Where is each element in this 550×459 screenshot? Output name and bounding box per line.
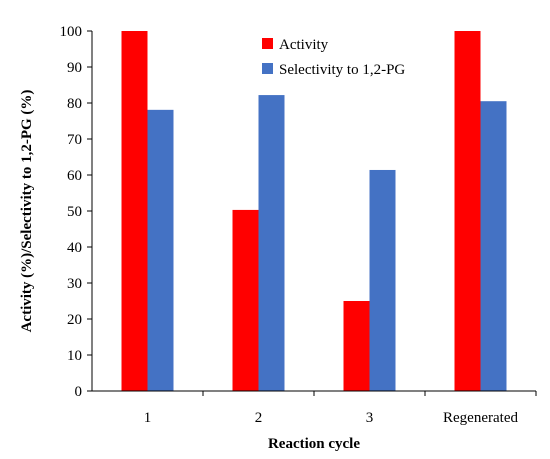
legend-swatch-1 bbox=[262, 38, 273, 49]
bar-activity-2 bbox=[232, 209, 259, 391]
bar-activity-4 bbox=[454, 31, 481, 391]
y-tick-label: 40 bbox=[67, 240, 82, 256]
y-tick-label: 100 bbox=[60, 24, 83, 40]
bar-activity-3 bbox=[343, 301, 370, 391]
bar-activity-1 bbox=[121, 31, 148, 391]
x-ticks: 1 2 3 Regenerated bbox=[144, 391, 537, 426]
legend-label-2: Selectivity to 1,2-PG bbox=[279, 62, 405, 78]
y-ticks: 0 10 20 30 40 50 60 70 80 90 100 bbox=[60, 24, 92, 400]
y-tick-label: 70 bbox=[67, 132, 82, 148]
y-tick-label: 50 bbox=[67, 204, 82, 220]
x-tick-label: 3 bbox=[366, 410, 374, 426]
bars-group bbox=[121, 31, 507, 391]
legend: Activity Selectivity to 1,2-PG bbox=[262, 37, 405, 78]
legend-label-1: Activity bbox=[279, 37, 329, 53]
bar-selectivity-to-1-2-pg-1 bbox=[147, 109, 174, 391]
y-tick-label: 0 bbox=[75, 384, 83, 400]
bar-selectivity-to-1-2-pg-2 bbox=[258, 95, 285, 391]
x-tick-label: 1 bbox=[144, 410, 152, 426]
y-axis-title: Activity (%)/Selectivity to 1,2-PG (%) bbox=[19, 90, 35, 333]
y-tick-label: 10 bbox=[67, 348, 82, 364]
x-tick-label: 2 bbox=[255, 410, 263, 426]
y-tick-label: 80 bbox=[67, 96, 82, 112]
y-tick-label: 90 bbox=[67, 60, 82, 76]
x-axis-title: Reaction cycle bbox=[268, 436, 360, 452]
y-tick-label: 30 bbox=[67, 276, 82, 292]
bar-selectivity-to-1-2-pg-4 bbox=[480, 101, 507, 391]
legend-swatch-2 bbox=[262, 63, 273, 74]
x-tick-label: Regenerated bbox=[443, 410, 518, 426]
y-tick-label: 20 bbox=[67, 312, 82, 328]
bar-selectivity-to-1-2-pg-3 bbox=[369, 169, 396, 391]
y-tick-label: 60 bbox=[67, 168, 82, 184]
